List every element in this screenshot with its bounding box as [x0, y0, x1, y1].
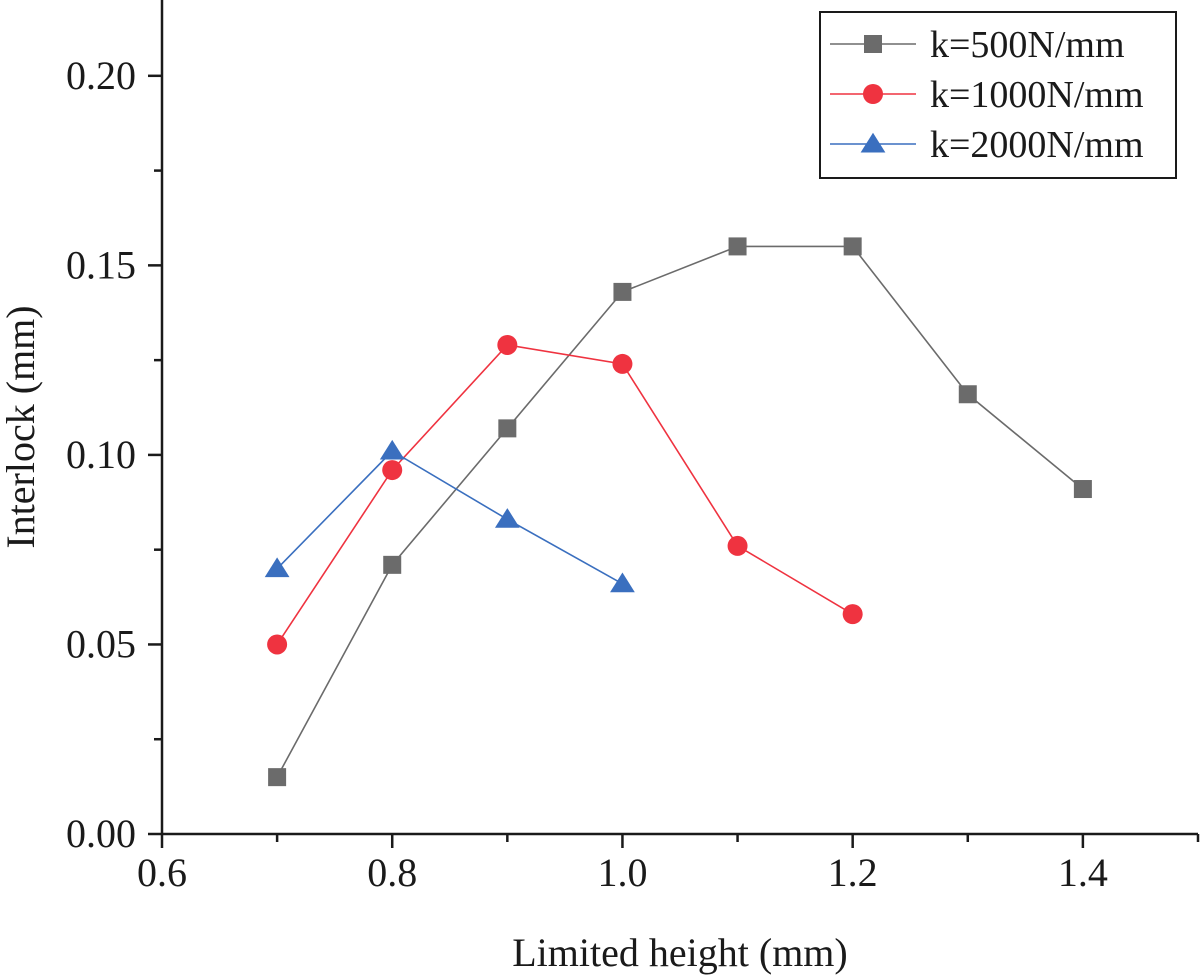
data-point [382, 460, 403, 481]
y-tick-label: 0.20 [66, 53, 136, 98]
data-point [268, 768, 287, 787]
data-point [612, 353, 633, 374]
series-2 [267, 334, 863, 655]
legend-label: k=2000N/mm [930, 124, 1144, 166]
y-tick-label: 0.10 [66, 432, 136, 477]
legend-marker [863, 84, 883, 104]
data-point [267, 634, 288, 655]
series-line [276, 245, 1084, 778]
y-tick-label: 0.00 [66, 811, 136, 856]
data-point [383, 555, 402, 574]
legend: k=500N/mm k=1000N/mm k=2000N/mm [819, 11, 1177, 179]
x-tick-label: 0.6 [137, 850, 187, 895]
y-tick-label: 0.15 [66, 242, 136, 287]
data-point [264, 557, 290, 578]
data-point [494, 508, 520, 528]
data-point [379, 439, 405, 460]
data-point [728, 237, 747, 256]
x-tick-label: 1.0 [597, 850, 647, 895]
data-point [613, 282, 632, 301]
legend-label: k=500N/mm [930, 24, 1125, 66]
y-tick-label: 0.05 [66, 621, 136, 666]
x-tick-label: 0.8 [367, 850, 417, 895]
series-line [276, 450, 623, 585]
data-point [843, 237, 862, 256]
series-line [276, 344, 854, 645]
x-axis-title: Limited height (mm) [512, 930, 848, 975]
data-point [727, 535, 748, 556]
legend-marker [864, 35, 882, 53]
data-point [498, 419, 517, 438]
axis-tick-labels: 0.6 0.8 1.0 1.2 1.4 0.00 0.05 0.10 0.15 0.20 [66, 53, 1108, 895]
series-1 [268, 237, 1092, 787]
legend-label: k=1000N/mm [930, 74, 1144, 116]
data-point [842, 604, 863, 625]
data-point [610, 572, 635, 593]
data-point [1073, 480, 1092, 499]
data-point [958, 385, 977, 404]
legend-marker [860, 132, 886, 153]
axis-ticks [148, 74, 1200, 848]
data-point [497, 334, 518, 355]
y-axis-title: Interlock (mm) [0, 305, 43, 548]
x-tick-label: 1.2 [828, 850, 878, 895]
series-3 [264, 439, 635, 593]
series-layer [264, 237, 1092, 787]
x-tick-label: 1.4 [1058, 850, 1108, 895]
